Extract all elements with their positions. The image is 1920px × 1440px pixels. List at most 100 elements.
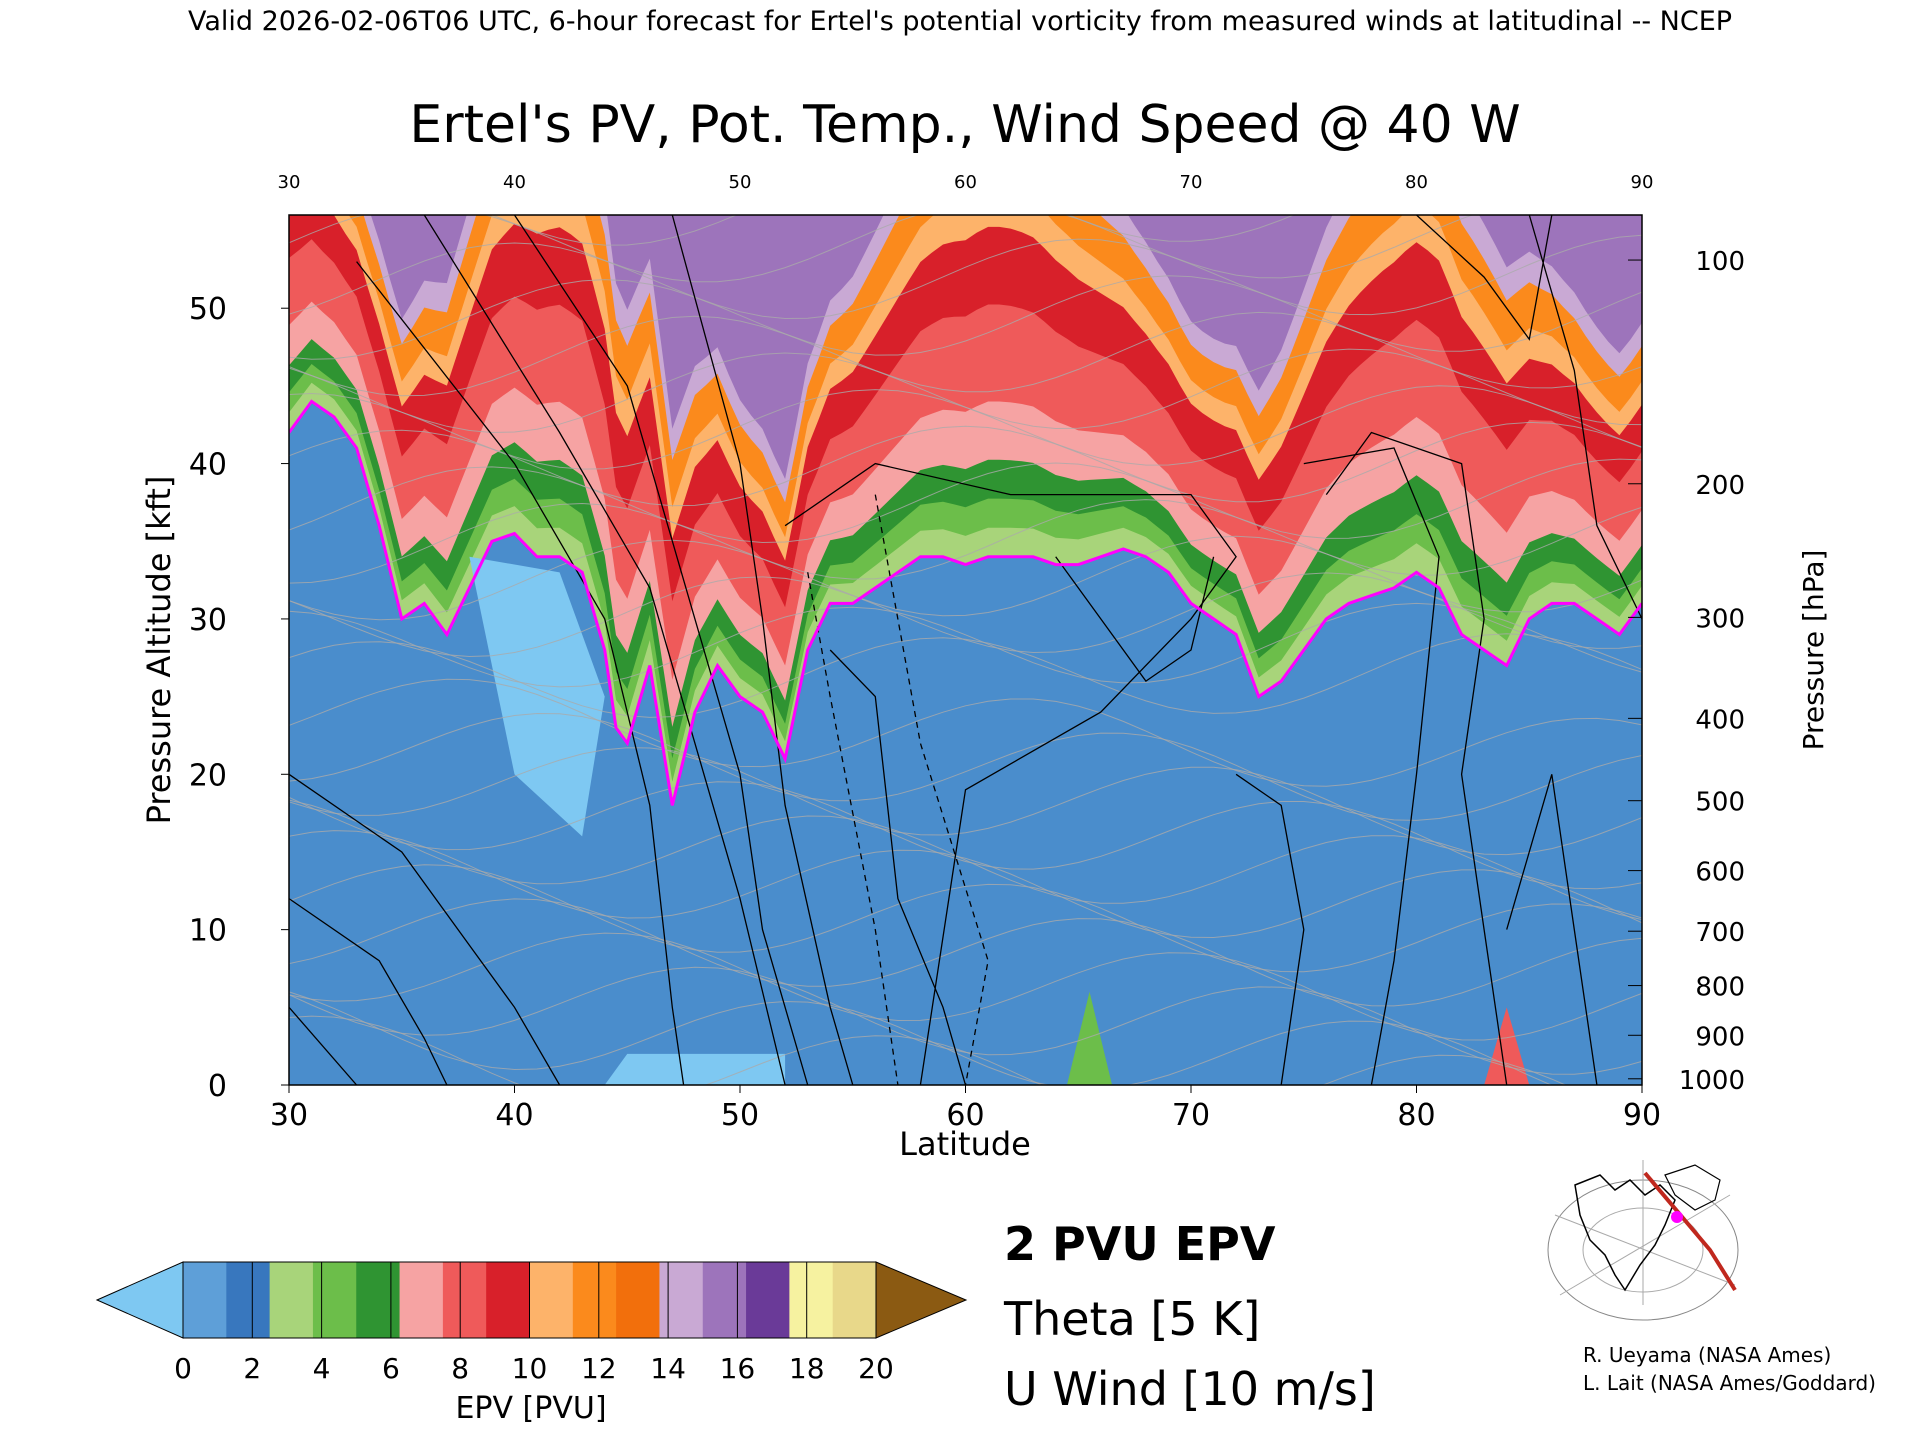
colorbar-segment: [486, 1262, 530, 1338]
pressure-tick-label: 200: [1695, 471, 1745, 501]
colorbar-tick-label: 12: [581, 1352, 617, 1385]
pressure-tick-label: 400: [1695, 705, 1745, 735]
colorbar: 0 2 4 6 8 10 12 14 16 18 20 EPV [PVU]: [95, 1261, 968, 1426]
y-tick-label: 10: [189, 914, 227, 949]
colorbar-tick-label: 10: [512, 1352, 548, 1385]
u-wind-contour: [1325, 431, 1508, 1085]
x-tick-label: 60: [946, 1098, 984, 1133]
u-wind-contour: [1235, 773, 1305, 1085]
y-tick-label: 20: [189, 758, 227, 793]
u-wind-contour: [289, 1006, 358, 1085]
x-axis-ticks: 30 40 50 60 70 80 90: [270, 1085, 1661, 1133]
theta-contour: [289, 421, 1642, 507]
colorbar-tick-label: 16: [720, 1352, 756, 1385]
pv-bands: [289, 215, 1642, 1085]
theta-contour: [289, 633, 1642, 718]
pressure-tick-label: 600: [1695, 858, 1745, 888]
theta-contour: [289, 781, 1642, 890]
pressure-tick-label: 700: [1695, 918, 1745, 948]
theta-contour: [289, 712, 1642, 821]
colorbar-ticks: 0 2 4 6 8 10 12 14 16 18 20: [174, 1262, 894, 1385]
colorbar-low-arrow: [95, 1261, 184, 1339]
theta-contour: [289, 678, 1642, 787]
theta-contour: [289, 535, 1642, 621]
pressure-tick-label: 900: [1695, 1022, 1745, 1052]
y-tick-label: 40: [189, 448, 227, 483]
colorbar-segment: [269, 1262, 314, 1338]
u-wind-contour: [1416, 215, 1553, 341]
theta-contour: [289, 458, 1642, 544]
x-tick-label: 40: [495, 1098, 533, 1133]
u-wind-contour: [289, 773, 561, 1085]
theta-contours: [289, 215, 1642, 1085]
top-x-tick-label: 90: [1631, 172, 1654, 193]
pressure-tick-label: 300: [1695, 604, 1745, 634]
theta-contour: [289, 799, 1642, 921]
u-wind-contour: [513, 215, 809, 1085]
colorbar-tick-label: 14: [650, 1352, 686, 1385]
colorbar-segment: [659, 1262, 704, 1338]
colorbar-segment: [572, 1262, 617, 1338]
pressure-axis-ticks: 100 200 300 400 500 600 700 800 900 1000: [1628, 247, 1745, 1096]
y2-axis-label: Pressure [hPa]: [1797, 550, 1830, 751]
plot-area: [289, 215, 1642, 1085]
u-wind-contour: [1055, 556, 1215, 682]
u-wind-contour: [423, 215, 786, 1085]
y-tick-label: 0: [208, 1069, 227, 1104]
y-tick-label: 50: [189, 292, 227, 327]
theta-contour: [289, 991, 1553, 1085]
pressure-tick-label: 800: [1695, 973, 1745, 1003]
colorbar-segment: [226, 1262, 271, 1338]
colorbar-high-arrow: [875, 1261, 968, 1339]
theta-contour: [289, 602, 1642, 688]
y-axis-label: Pressure Altitude [kft]: [140, 476, 178, 825]
theta-contour: [289, 747, 1642, 856]
top-x-tick-label: 60: [954, 172, 977, 193]
colorbar-tick-label: 2: [243, 1352, 261, 1385]
colorbar-tick-label: 18: [789, 1352, 825, 1385]
u-wind-contour: [1506, 774, 1598, 1085]
pressure-tick-label: 100: [1695, 247, 1745, 277]
colorbar-segment: [183, 1262, 227, 1338]
top-x-tick-label: 40: [503, 172, 526, 193]
top-x-axis-ticks: 30 40 50 60 70 80 90: [278, 172, 1654, 193]
theta-contour: [289, 348, 1642, 434]
low-pv-patch: [604, 1053, 786, 1085]
u-wind-contour: [829, 649, 967, 1085]
u-wind-contours: [289, 215, 1642, 1085]
legend-uwind: U Wind [10 m/s]: [1004, 1362, 1376, 1416]
pressure-tick-label: 500: [1695, 788, 1745, 818]
theta-contour: [289, 898, 1642, 1007]
colorbar-segment: [529, 1262, 574, 1338]
colorbar-segment: [442, 1262, 487, 1338]
low-pv-patch: [469, 556, 605, 837]
surface-pv-patch: [1484, 1007, 1530, 1085]
pressure-tick-label: 1000: [1679, 1066, 1745, 1096]
u-wind-contour-negative: [807, 572, 899, 1085]
colorbar-segment: [746, 1262, 790, 1338]
colorbar-segment: [832, 1262, 877, 1338]
north-america-polar-map-icon: [1545, 1155, 1740, 1321]
u-wind-contour: [356, 261, 685, 1085]
colorbar-tick-label: 20: [858, 1352, 894, 1385]
colorbar-segment: [356, 1262, 401, 1338]
u-wind-contour: [1303, 447, 1440, 1085]
chart-title: Ertel's PV, Pot. Temp., Wind Speed @ 40 …: [409, 95, 1520, 155]
top-x-tick-label: 30: [278, 172, 301, 193]
theta-contour: [289, 275, 1642, 360]
y-tick-label: 30: [189, 603, 227, 638]
x-tick-label: 80: [1397, 1098, 1435, 1133]
credit-line-2: L. Lait (NASA Ames/Goddard): [1583, 1371, 1876, 1395]
x-tick-label: 90: [1623, 1098, 1661, 1133]
u-wind-contour: [1528, 215, 1642, 620]
legend-theta: Theta [5 K]: [1003, 1292, 1260, 1346]
y-axis-ticks: 0 10 20 30 40 50: [189, 292, 289, 1104]
colorbar-segment: [312, 1262, 357, 1338]
colorbar-tick-label: 4: [313, 1352, 331, 1385]
theta-contour: [491, 215, 1295, 246]
x-tick-label: 50: [721, 1098, 759, 1133]
u-wind-contour-negative: [874, 494, 989, 1085]
top-x-tick-label: 70: [1180, 172, 1203, 193]
u-wind-contour: [289, 898, 448, 1085]
colorbar-segments: [182, 1261, 877, 1339]
